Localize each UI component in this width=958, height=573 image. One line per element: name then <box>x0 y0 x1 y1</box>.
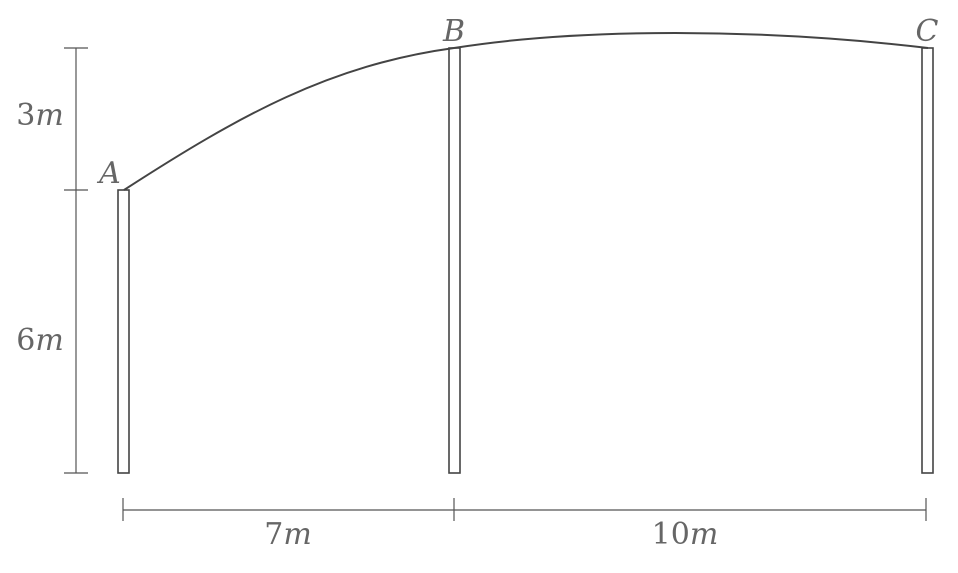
post-c <box>921 47 934 474</box>
arch-curve <box>123 32 929 191</box>
dimension-label-10m: 10m <box>652 517 719 552</box>
dimension-label-7m: 7m <box>264 517 312 552</box>
point-label-c: C <box>916 14 939 49</box>
dimension-label-3m: 3m <box>16 98 64 133</box>
point-label-a: A <box>96 156 121 191</box>
dimension-label-6m: 6m <box>16 323 64 358</box>
post-b <box>448 47 461 474</box>
post-a <box>117 189 130 474</box>
point-label-b: B <box>442 14 465 49</box>
